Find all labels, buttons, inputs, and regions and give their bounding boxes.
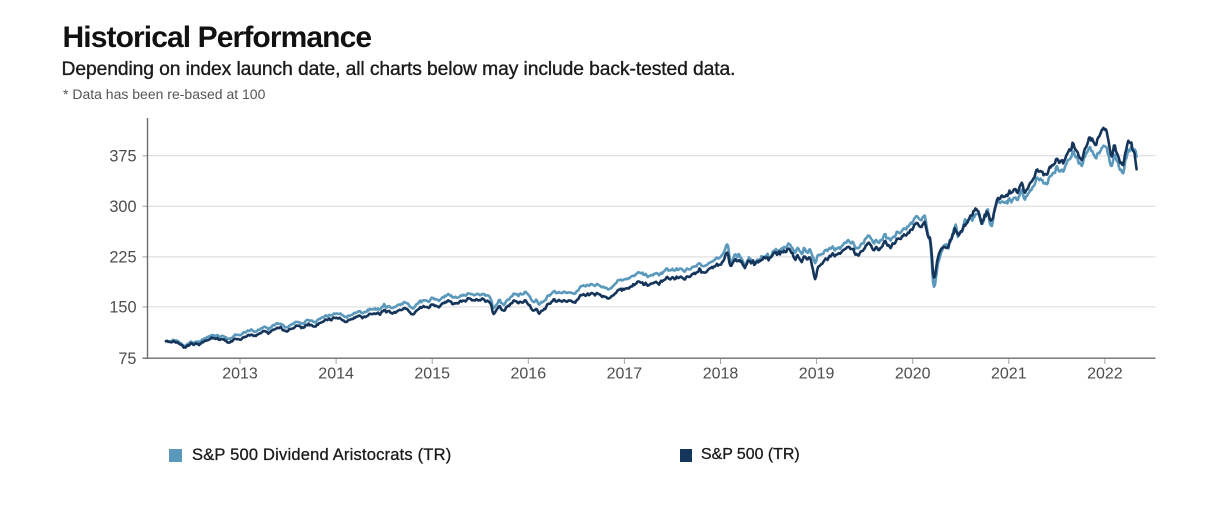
- svg-text:75: 75: [118, 350, 136, 368]
- svg-text:2020: 2020: [895, 366, 931, 383]
- svg-text:2018: 2018: [703, 366, 739, 383]
- svg-text:2013: 2013: [222, 366, 258, 383]
- svg-text:2019: 2019: [799, 366, 835, 383]
- svg-text:150: 150: [109, 299, 136, 317]
- svg-text:225: 225: [109, 249, 136, 267]
- svg-text:2022: 2022: [1087, 366, 1123, 383]
- svg-text:2015: 2015: [414, 366, 450, 383]
- svg-text:2021: 2021: [991, 366, 1027, 383]
- svg-text:2016: 2016: [511, 366, 547, 383]
- svg-text:300: 300: [109, 198, 136, 216]
- svg-text:2017: 2017: [607, 366, 643, 383]
- svg-text:2014: 2014: [318, 366, 354, 383]
- svg-text:375: 375: [109, 147, 136, 165]
